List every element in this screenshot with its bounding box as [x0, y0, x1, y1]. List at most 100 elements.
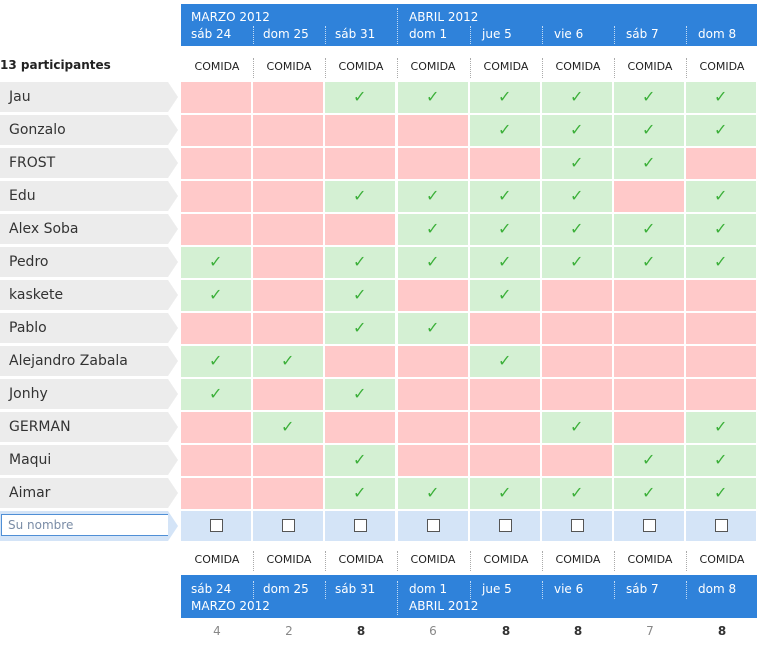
vote-cell-no: [253, 445, 323, 476]
vote-checkbox-cell: [325, 511, 395, 541]
month-label-abril: ABRIL 2012: [409, 599, 479, 613]
check-icon: ✓: [570, 219, 584, 238]
participant-name: Alex Soba: [0, 214, 178, 244]
vote-checkbox-cell: [614, 511, 684, 541]
vote-cell-yes: ✓: [614, 478, 684, 509]
participant-name: Maqui: [0, 445, 178, 475]
vote-cell-no: [253, 280, 323, 311]
vote-total: 8: [356, 624, 366, 638]
vote-checkbox-cell: [181, 511, 251, 541]
vote-cell-no: [686, 346, 756, 377]
vote-cell-no: [181, 478, 251, 509]
vote-cell-no: [470, 445, 540, 476]
vote-cell-no: [181, 82, 251, 113]
vote-checkbox[interactable]: [354, 519, 367, 532]
check-icon: ✓: [498, 285, 512, 304]
participant-name: Gonzalo: [0, 115, 178, 145]
meal-label-row: COMIDA COMIDA COMIDA COMIDA COMIDA COMID…: [181, 52, 757, 82]
vote-cell-no: [181, 412, 251, 443]
meal-label: COMIDA: [627, 60, 673, 73]
vote-cell-yes: ✓: [470, 478, 540, 509]
vote-checkbox[interactable]: [210, 519, 223, 532]
vote-cell-no: [542, 313, 612, 344]
totals-row: 4 2 8 6 8 8 7 8: [181, 624, 757, 644]
vote-checkbox-cell: [542, 511, 612, 541]
check-icon: ✓: [642, 120, 656, 139]
vote-cell-no: [181, 148, 251, 179]
vote-cell-no: [398, 346, 468, 377]
vote-total: 8: [717, 624, 727, 638]
check-icon: ✓: [281, 351, 295, 370]
vote-cell-no: [325, 412, 395, 443]
vote-cell-yes: ✓: [398, 82, 468, 113]
meal-label: COMIDA: [699, 553, 745, 566]
new-participant-row: [0, 511, 178, 541]
vote-cell-yes: ✓: [253, 412, 323, 443]
meal-label: COMIDA: [627, 553, 673, 566]
vote-cell-no: [398, 412, 468, 443]
vote-cell-no: [253, 214, 323, 245]
vote-checkbox-cell: [398, 511, 468, 541]
month-divider: [397, 8, 398, 44]
check-icon: ✓: [426, 87, 440, 106]
meal-label: COMIDA: [555, 60, 601, 73]
vote-checkbox[interactable]: [715, 519, 728, 532]
vote-checkbox[interactable]: [499, 519, 512, 532]
column-divider: [542, 26, 543, 44]
vote-cell-yes: ✓: [470, 82, 540, 113]
vote-cell-yes: ✓: [686, 478, 756, 509]
day-footer: jue 5: [482, 582, 512, 596]
vote-cell-yes: ✓: [325, 280, 395, 311]
check-icon: ✓: [353, 252, 367, 271]
vote-cell-no: [614, 412, 684, 443]
check-icon: ✓: [281, 417, 295, 436]
vote-checkbox[interactable]: [643, 519, 656, 532]
vote-cell-yes: ✓: [614, 247, 684, 278]
vote-cell-yes: ✓: [470, 280, 540, 311]
vote-cell-no: [542, 280, 612, 311]
vote-cell-no: [253, 115, 323, 146]
column-divider: [253, 26, 254, 44]
vote-cell-yes: ✓: [470, 346, 540, 377]
day-footer: sáb 24: [191, 582, 232, 596]
meal-label: COMIDA: [410, 60, 456, 73]
meal-label: COMIDA: [338, 60, 384, 73]
vote-cell-yes: ✓: [181, 280, 251, 311]
name-input[interactable]: [1, 514, 170, 536]
check-icon: ✓: [209, 285, 223, 304]
check-icon: ✓: [570, 483, 584, 502]
vote-cell-yes: ✓: [181, 346, 251, 377]
month-label-marzo: MARZO 2012: [191, 10, 270, 24]
vote-checkbox[interactable]: [427, 519, 440, 532]
vote-cell-yes: ✓: [542, 412, 612, 443]
participant-name: Jonhy: [0, 379, 178, 409]
day-header: jue 5: [482, 27, 512, 41]
check-icon: ✓: [426, 219, 440, 238]
vote-cell-yes: ✓: [398, 214, 468, 245]
vote-cell-no: [398, 379, 468, 410]
vote-checkbox[interactable]: [282, 519, 295, 532]
check-icon: ✓: [714, 120, 728, 139]
check-icon: ✓: [426, 186, 440, 205]
check-icon: ✓: [498, 186, 512, 205]
vote-total: 8: [573, 624, 583, 638]
vote-cell-yes: ✓: [398, 478, 468, 509]
vote-cell-yes: ✓: [470, 115, 540, 146]
vote-cell-yes: ✓: [181, 247, 251, 278]
vote-cell-yes: ✓: [325, 247, 395, 278]
participant-name: Pablo: [0, 313, 178, 343]
participant-name: Pedro: [0, 247, 178, 277]
vote-cell-yes: ✓: [542, 148, 612, 179]
day-footer: sáb 7: [626, 582, 659, 596]
check-icon: ✓: [353, 87, 367, 106]
vote-cell-yes: ✓: [470, 214, 540, 245]
vote-cell-no: [686, 379, 756, 410]
vote-checkbox[interactable]: [571, 519, 584, 532]
vote-cell-yes: ✓: [686, 181, 756, 212]
column-divider: [686, 26, 687, 44]
participant-name: Alejandro Zabala: [0, 346, 178, 376]
vote-cell-no: [253, 313, 323, 344]
vote-cell-yes: ✓: [253, 346, 323, 377]
vote-cell-no: [542, 346, 612, 377]
check-icon: ✓: [353, 483, 367, 502]
